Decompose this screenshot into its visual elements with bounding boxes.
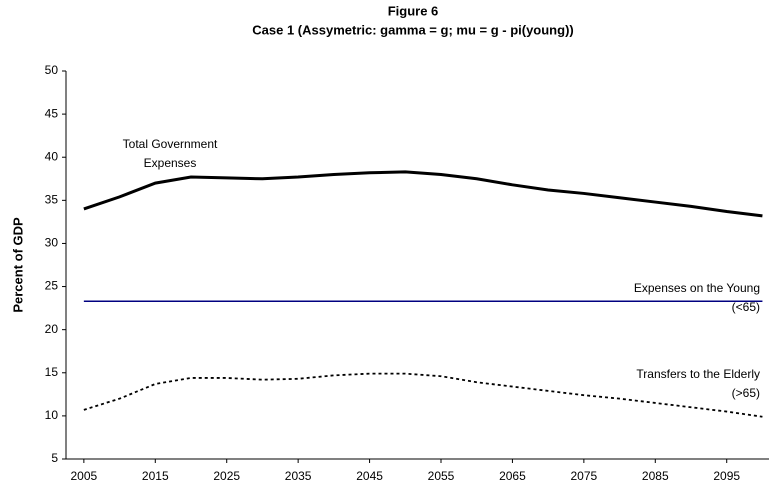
y-tick-label: 25 (45, 279, 59, 293)
series-label: Expenses on the Young (<65) (633, 281, 760, 314)
x-tick-label: 2095 (713, 469, 740, 483)
y-tick-label: 40 (45, 149, 59, 163)
y-tick-label: 10 (45, 408, 59, 422)
chart-subtitle: Case 1 (Assymetric: gamma = g; mu = g - … (252, 22, 573, 37)
x-tick-label: 2015 (142, 469, 169, 483)
series-line (83, 372, 763, 418)
x-tick-label: 2075 (571, 469, 598, 483)
x-tick-label: 2025 (213, 469, 240, 483)
y-tick-label: 15 (45, 365, 59, 379)
series-label: Total Government Expenses (122, 137, 218, 170)
x-tick-label: 2005 (71, 469, 98, 483)
series-label: Transfers to the Elderly (>65) (636, 367, 760, 400)
x-tick-label: 2055 (428, 469, 455, 483)
y-axis-label: Percent of GDP (10, 217, 25, 313)
y-tick-label: 5 (51, 451, 58, 465)
y-tick-label: 30 (45, 236, 59, 250)
y-tick-label: 45 (45, 106, 59, 120)
x-tick-label: 2045 (356, 469, 383, 483)
x-tick-label: 2035 (285, 469, 312, 483)
y-tick-label: 20 (45, 322, 59, 336)
x-tick-label: 2065 (499, 469, 526, 483)
x-tick-label: 2085 (642, 469, 669, 483)
y-tick-label: 50 (45, 63, 59, 77)
chart-title: Figure 6 (388, 3, 439, 18)
y-tick-label: 35 (45, 193, 59, 207)
series-line (83, 170, 763, 218)
